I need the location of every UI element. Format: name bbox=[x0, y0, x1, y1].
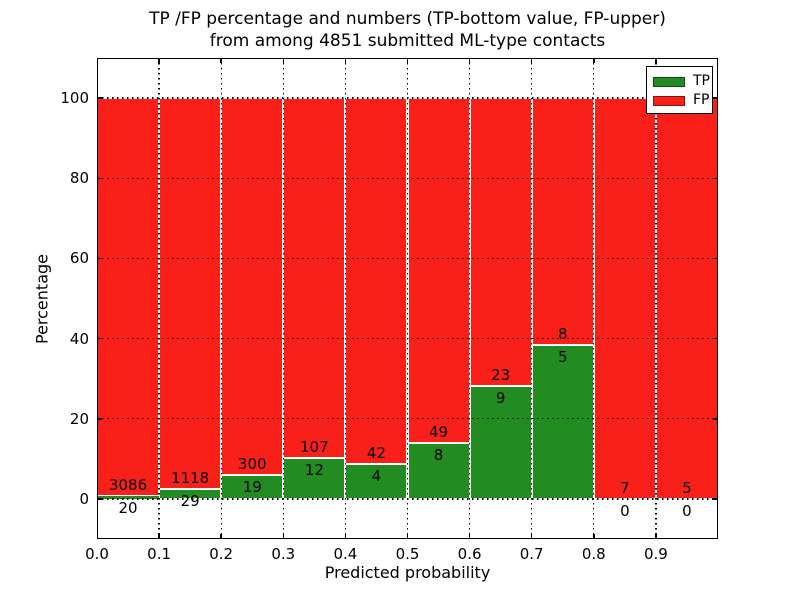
x-axis-tick-top bbox=[344, 58, 347, 63]
tp-count-label: 12 bbox=[304, 461, 324, 480]
legend: TP FP bbox=[646, 66, 713, 114]
x-axis-tick bbox=[97, 534, 98, 539]
fp-count-label: 3086 bbox=[108, 476, 148, 495]
x-axis-tick bbox=[530, 534, 533, 539]
bar-fp-segment bbox=[97, 98, 160, 497]
fp-count-label: 8 bbox=[557, 324, 568, 343]
x-axis-tick bbox=[655, 534, 657, 539]
tp-count-label: 0 bbox=[620, 501, 630, 520]
bar-fp-segment bbox=[531, 98, 594, 345]
bar-fp-segment bbox=[283, 98, 346, 459]
y-axis-tick-right bbox=[713, 97, 718, 99]
bar-fp-segment bbox=[655, 98, 718, 499]
legend-label-tp: TP bbox=[693, 73, 710, 89]
legend-entry-tp: TP bbox=[653, 72, 712, 91]
legend-swatch-fp-icon bbox=[653, 95, 685, 106]
fp-count-label: 5 bbox=[682, 478, 692, 497]
bar-fp-segment bbox=[345, 98, 408, 465]
x-tick-label: 0.8 bbox=[581, 545, 606, 563]
bar-fp-segment bbox=[159, 98, 222, 489]
y-tick-label: 0 bbox=[79, 489, 89, 508]
legend-entry-fp: FP bbox=[653, 91, 712, 110]
fp-count-label: 49 bbox=[429, 422, 449, 441]
legend-swatch-tp-icon bbox=[653, 76, 685, 87]
tp-count-label: 8 bbox=[433, 445, 444, 464]
x-axis-tick-top bbox=[158, 58, 160, 63]
x-axis-tick-top bbox=[717, 58, 718, 63]
x-axis-tick bbox=[282, 534, 285, 539]
x-tick-label: 0.7 bbox=[519, 545, 544, 563]
fp-count-label: 23 bbox=[491, 366, 511, 385]
y-axis-tick bbox=[97, 257, 102, 260]
x-axis-tick-top bbox=[282, 58, 285, 63]
tp-count-label: 29 bbox=[180, 491, 200, 510]
x-axis-tick bbox=[717, 534, 718, 539]
x-tick-label: 0.0 bbox=[85, 545, 109, 563]
x-tick-label: 0.1 bbox=[147, 545, 172, 563]
fp-count-label: 7 bbox=[620, 478, 630, 497]
legend-label-fp: FP bbox=[693, 92, 710, 108]
tp-count-label: 5 bbox=[557, 347, 568, 366]
x-tick-label: 0.2 bbox=[209, 545, 234, 563]
y-axis-tick bbox=[97, 177, 102, 179]
bar-fp-segment bbox=[407, 98, 470, 443]
fp-count-label: 1118 bbox=[171, 468, 210, 487]
y-tick-label: 100 bbox=[60, 89, 89, 108]
x-axis-tick bbox=[593, 534, 595, 539]
y-axis-tick-right bbox=[713, 257, 718, 260]
x-axis-tick bbox=[158, 534, 160, 539]
fp-count-label: 42 bbox=[366, 444, 386, 463]
y-axis-tick bbox=[97, 97, 102, 99]
tp-count-label: 4 bbox=[371, 467, 382, 486]
x-tick-label: 0.3 bbox=[271, 545, 296, 563]
y-tick-label: 40 bbox=[69, 329, 89, 348]
x-axis-tick bbox=[468, 534, 471, 539]
x-tick-label: 0.6 bbox=[457, 545, 482, 563]
y-tick-label: 60 bbox=[69, 249, 89, 268]
y-axis-tick-right bbox=[713, 177, 718, 179]
x-tick-label: 0.4 bbox=[333, 545, 358, 563]
y-axis-tick bbox=[97, 337, 102, 340]
x-axis-label: Predicted probability bbox=[324, 563, 491, 582]
x-axis-tick-top bbox=[655, 58, 657, 63]
y-axis-tick-right bbox=[713, 498, 718, 500]
plot-area: 3086 20 1118 29 300 19 107 12 42 4 49 8 23 9 8 5 7 0 5 0 bbox=[97, 58, 718, 539]
chart-title-line2: from among 4851 submitted ML-type contac… bbox=[209, 31, 606, 51]
x-tick-label: 0.5 bbox=[395, 545, 420, 563]
x-axis-tick-top bbox=[406, 58, 409, 63]
bar-fp-segment bbox=[469, 98, 532, 387]
y-axis-tick-right bbox=[713, 418, 718, 420]
bar-tp-segment bbox=[469, 386, 532, 499]
x-axis-tick bbox=[344, 534, 347, 539]
y-tick-label: 20 bbox=[69, 409, 89, 428]
tp-count-label: 0 bbox=[682, 501, 692, 520]
bar-fp-segment bbox=[593, 98, 656, 499]
x-axis-tick-top bbox=[468, 58, 471, 63]
x-axis-tick bbox=[406, 534, 409, 539]
y-axis-tick-right bbox=[713, 337, 718, 340]
bar-tp-segment bbox=[97, 496, 160, 499]
x-axis-tick bbox=[220, 534, 222, 539]
x-tick-label: 0.9 bbox=[643, 545, 668, 563]
x-axis-tick-top bbox=[593, 58, 595, 63]
tp-count-label: 19 bbox=[242, 478, 262, 497]
bar-fp-segment bbox=[221, 98, 284, 476]
tp-count-label: 9 bbox=[495, 389, 506, 408]
fp-count-label: 107 bbox=[300, 438, 329, 457]
fp-count-label: 300 bbox=[237, 455, 267, 474]
x-axis-tick-top bbox=[530, 58, 533, 63]
x-axis-tick-top bbox=[220, 58, 222, 63]
y-tick-label: 80 bbox=[69, 169, 89, 188]
x-axis-tick-top bbox=[97, 58, 98, 63]
bar-tp-segment bbox=[531, 344, 594, 499]
y-axis-tick bbox=[97, 418, 102, 420]
tp-count-label: 20 bbox=[118, 499, 138, 518]
chart-title-line1: TP /FP percentage and numbers (TP-bottom… bbox=[149, 9, 666, 29]
